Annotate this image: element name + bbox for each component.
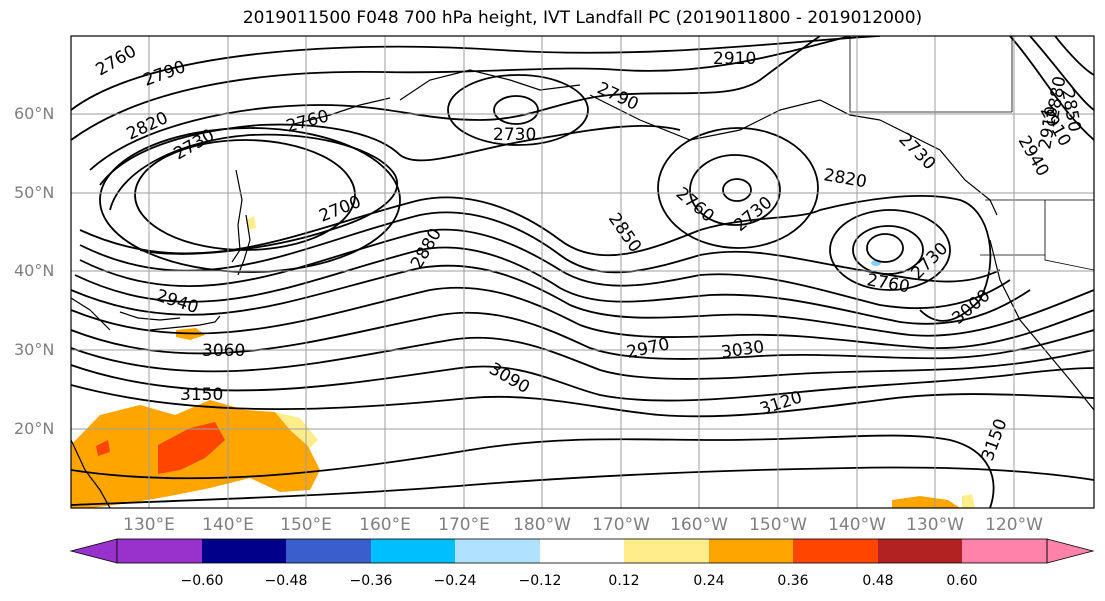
contour-label: 3150	[180, 385, 223, 405]
colorbar-bin	[878, 539, 962, 563]
ivt-yellow-fringe	[275, 412, 318, 448]
colorbar-extend-max	[1046, 538, 1095, 564]
height-contours	[71, 36, 1094, 508]
colorbar-tick-label: −0.36	[349, 573, 393, 589]
colorbar	[69, 538, 1095, 564]
colorbar-bin	[793, 539, 878, 563]
lat-tick-label: 60°N	[14, 104, 55, 123]
lon-tick-label: 160°W	[670, 515, 728, 535]
map-frame	[70, 35, 1095, 509]
lon-tick-label: 170°W	[592, 515, 650, 535]
lon-tick-label: 120°W	[985, 515, 1043, 535]
contour-label: 2730	[493, 125, 536, 145]
colorbar-bin	[455, 539, 540, 563]
colorbar-bin	[117, 539, 202, 563]
colorbar-bin	[624, 539, 709, 563]
lon-tick-label: 150°W	[749, 515, 807, 535]
ivt-east-yellow	[962, 494, 975, 508]
lon-tick-label: 140°W	[828, 515, 886, 535]
colorbar-tick-label: −0.12	[518, 573, 562, 589]
colorbar-tick-label: 0.24	[693, 573, 725, 589]
contour-label: 3060	[202, 341, 245, 361]
ivt-sakhalin-patch	[246, 216, 256, 230]
colorbar-extend-min	[69, 538, 118, 564]
colorbar-bin	[540, 539, 624, 563]
colorbar-bin	[962, 539, 1047, 563]
lat-tick-label: 40°N	[14, 261, 55, 280]
colorbar-tick-label: 0.36	[777, 573, 809, 589]
lon-tick-label: 170°E	[438, 515, 490, 535]
colorbar-tick-label: 0.60	[946, 573, 978, 589]
lon-tick-label: 150°E	[280, 515, 332, 535]
lat-tick-label: 50°N	[14, 183, 55, 202]
colorbar-tick-label: 0.48	[862, 573, 894, 589]
colorbar-bin	[202, 539, 286, 563]
colorbar-tick-label: 0.12	[608, 573, 640, 589]
colorbar-bin	[286, 539, 371, 563]
lat-tick-label: 30°N	[14, 340, 55, 359]
borders	[849, 36, 1094, 271]
colorbar-bin	[709, 539, 793, 563]
colorbar-bin	[371, 539, 455, 563]
contour-label: 2910	[713, 49, 756, 69]
lon-tick-label: 180°W	[513, 515, 571, 535]
ivt-east-patch	[892, 496, 960, 508]
graticule	[71, 36, 1094, 508]
colorbar-tick-label: −0.60	[180, 573, 224, 589]
ivt-small-red	[96, 440, 110, 456]
colorbar-tick-label: −0.24	[433, 573, 477, 589]
colorbar-tick-label: −0.48	[264, 573, 308, 589]
colorbar-frame	[116, 538, 1048, 564]
ivt-strong-core	[158, 422, 225, 474]
lon-tick-label: 140°E	[202, 515, 254, 535]
lon-tick-label: 130°E	[123, 515, 175, 535]
ivt-shading	[71, 216, 975, 508]
lon-tick-label: 160°E	[359, 515, 411, 535]
lon-tick-label: 130°W	[906, 515, 964, 535]
lat-tick-label: 20°N	[14, 419, 55, 438]
map-title: 2019011500 F048 700 hPa height, IVT Land…	[242, 8, 923, 28]
